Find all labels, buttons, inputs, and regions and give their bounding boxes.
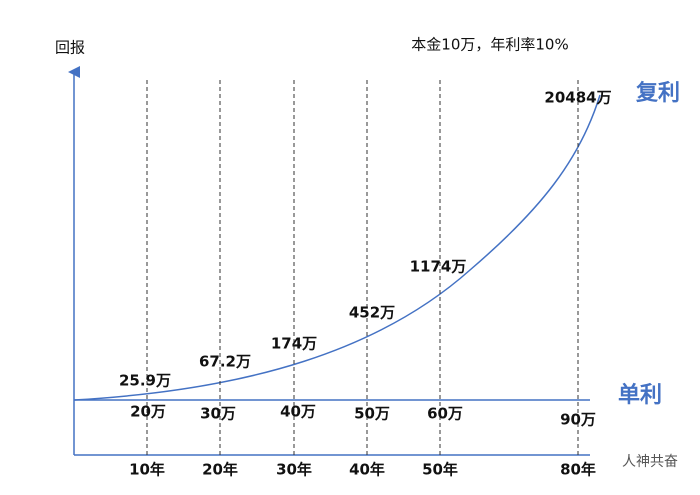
simple-value: 30万 [200, 405, 236, 423]
watermark: 人神共奋 [622, 454, 678, 470]
simple-value: 60万 [427, 405, 463, 423]
y-label: 回报 [55, 39, 85, 57]
year-label: 30年 [276, 461, 312, 479]
year-label: 20年 [202, 461, 238, 479]
compound-curve [73, 94, 601, 401]
note: 本金10万，年利率10% [411, 36, 568, 54]
simple-value: 50万 [354, 405, 390, 423]
year-label: 10年 [129, 461, 165, 479]
year-label: 40年 [349, 461, 385, 479]
simple-label: 单利 [618, 383, 662, 408]
compound-value: 20484万 [544, 89, 611, 107]
compound-value: 452万 [349, 304, 395, 322]
simple-value: 20万 [130, 403, 166, 421]
simple-value: 40万 [280, 403, 316, 421]
compound-value: 174万 [271, 335, 317, 353]
year-label: 50年 [422, 461, 458, 479]
year-label: 80年 [560, 461, 596, 479]
compound-value: 1174万 [410, 258, 467, 276]
compound-label: 复利 [635, 80, 680, 106]
simple-value: 90万 [560, 411, 596, 429]
compound-value: 67.2万 [199, 353, 251, 371]
compound-value: 25.9万 [119, 372, 171, 390]
